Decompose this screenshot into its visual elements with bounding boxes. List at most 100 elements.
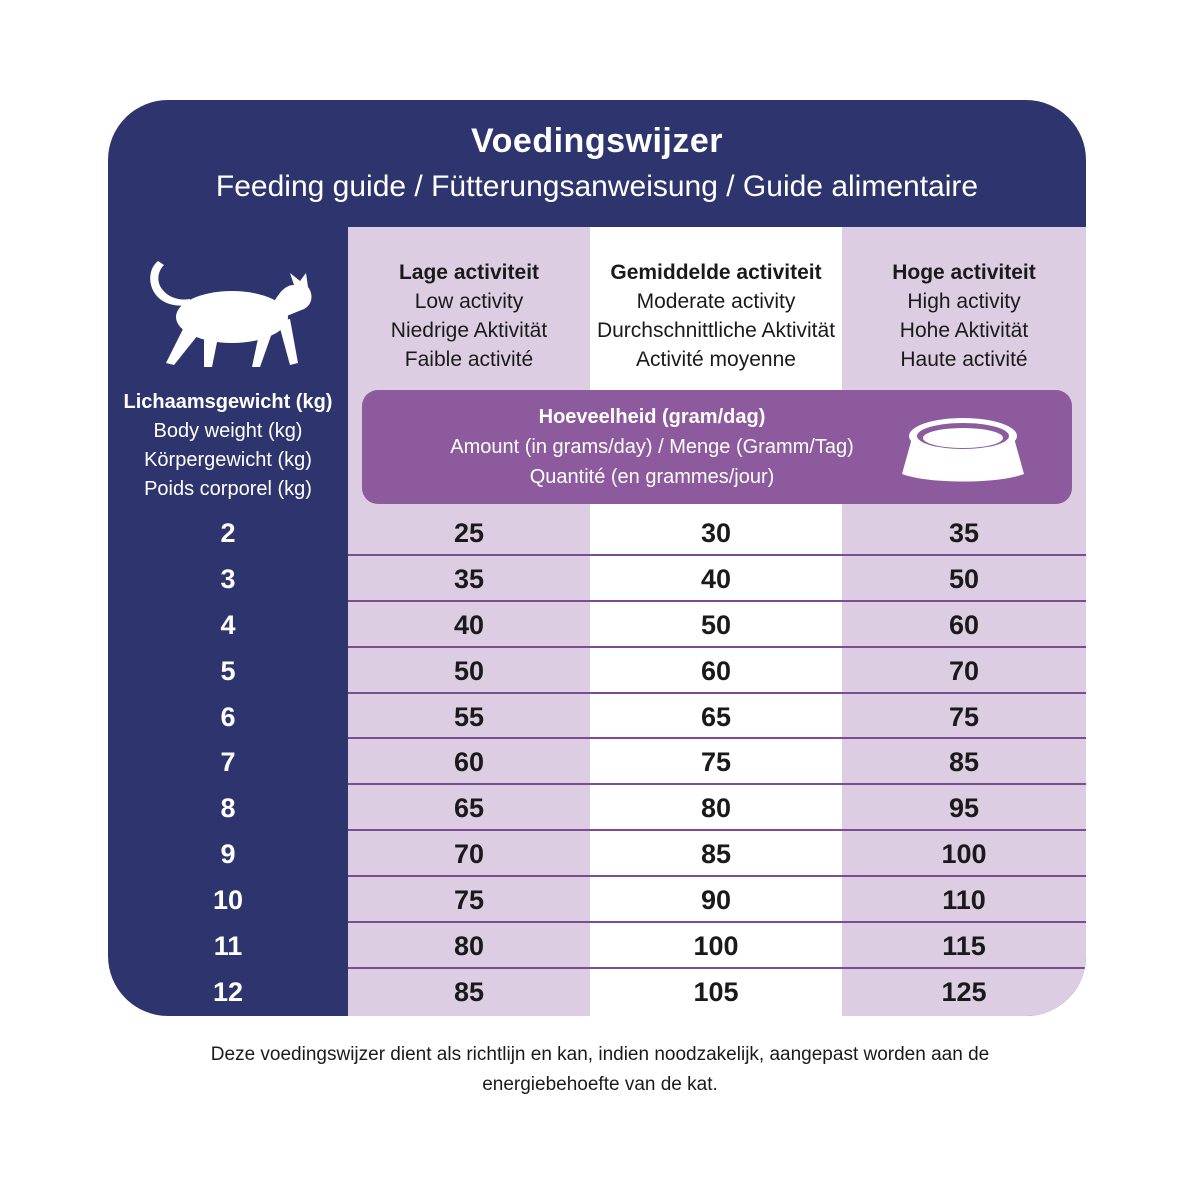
amount-banner: Hoeveelheid (gram/dag) Amount (in grams/…	[362, 390, 1072, 504]
row-separator	[348, 875, 1086, 878]
moderate-activity-cell: 65	[700, 701, 732, 732]
table-row: 2 25 30 35	[108, 510, 1086, 556]
weight-cell: 5	[220, 655, 236, 686]
amount-label-nl: Hoeveelheid (gram/dag)	[538, 406, 766, 428]
row-separator	[348, 921, 1086, 924]
moderate-activity-cell: 90	[700, 885, 732, 916]
footnote-line-1: Deze voedingswijzer dient als richtlijn …	[210, 1044, 990, 1065]
low-activity-cell: 25	[453, 518, 485, 548]
high-activity-cell: 75	[948, 701, 980, 732]
weight-cell: 10	[212, 885, 244, 916]
low-activity-cell: 40	[453, 609, 485, 640]
high-activity-cell: 70	[948, 655, 980, 686]
footnote: Deze voedingswijzer dient als richtlijn …	[100, 1040, 1100, 1100]
feeding-table: 2 25 30 35 3 35 40 50 4 40 50 60 5 50 60 70 6 55 65 75 7 60 75…	[108, 510, 1086, 1015]
row-separator	[348, 829, 1086, 832]
high-activity-en: High activity	[907, 290, 1021, 313]
moderate-activity-cell: 40	[700, 563, 732, 594]
low-activity-de: Niedrige Aktivität	[390, 319, 548, 342]
amount-label: Hoeveelheid (gram/dag) Amount (in grams/…	[362, 402, 942, 492]
low-activity-cell: 70	[453, 839, 485, 870]
moderate-activity-column	[590, 227, 842, 1016]
feeding-guide-card: Voedingswijzer Feeding guide / Fütterung…	[108, 100, 1086, 1016]
moderate-activity-cell: 105	[693, 976, 739, 1007]
high-activity-column	[842, 227, 1086, 1016]
low-activity-cell: 55	[453, 701, 485, 732]
high-activity-fr: Haute activité	[900, 348, 1028, 371]
low-activity-cell: 80	[453, 931, 485, 962]
cat-icon	[150, 261, 312, 367]
moderate-activity-en: Moderate activity	[636, 290, 796, 313]
high-activity-cell: 110	[942, 885, 986, 916]
low-activity-cell: 85	[453, 976, 485, 1007]
row-separator	[348, 783, 1086, 786]
row-separator	[348, 645, 1086, 648]
high-activity-cell: 125	[941, 976, 987, 1007]
weight-cell: 7	[220, 747, 236, 778]
weight-cell: 12	[212, 976, 244, 1007]
moderate-activity-header: Gemiddelde activiteit Moderate activity …	[590, 258, 842, 374]
page-title: Voedingswijzer	[471, 122, 723, 160]
weight-cell: 4	[220, 609, 236, 640]
table-row: 10 75 90 110	[108, 877, 1086, 924]
table-row: 3 35 40 50	[108, 556, 1086, 602]
high-activity-cell: 85	[948, 747, 980, 778]
low-activity-header: Lage activiteit Low activity Niedrige Ak…	[348, 258, 590, 374]
weight-label-fr: Poids corporel (kg)	[144, 478, 312, 500]
body-weight-header: Lichaamsgewicht (kg) Body weight (kg) Kö…	[108, 388, 348, 504]
table-row: 12 85 105 125	[108, 969, 1086, 1015]
low-activity-en: Low activity	[414, 290, 524, 313]
moderate-activity-cell: 50	[700, 609, 732, 640]
high-activity-de: Hohe Aktivität	[899, 319, 1029, 342]
moderate-activity-cell: 75	[700, 747, 732, 778]
low-activity-cell: 35	[453, 563, 485, 594]
table-row: 6 55 65 75	[108, 694, 1086, 740]
high-activity-cell: 100	[941, 839, 987, 870]
moderate-activity-fr: Activité moyenne	[636, 348, 796, 371]
weight-cell: 2	[220, 518, 236, 548]
food-bowl-icon	[902, 418, 1024, 482]
low-activity-cell: 60	[453, 747, 485, 778]
moderate-activity-cell: 60	[700, 655, 732, 686]
table-row: 4 40 50 60	[108, 602, 1086, 648]
table-row: 8 65 80 95	[108, 785, 1086, 832]
high-activity-header: Hoge activiteit High activity Hohe Aktiv…	[842, 258, 1086, 374]
moderate-activity-cell: 100	[693, 931, 739, 962]
weight-cell: 8	[220, 793, 236, 824]
moderate-activity-de: Durchschnittliche Aktivität	[596, 319, 836, 342]
moderate-activity-nl: Gemiddelde activiteit	[610, 261, 822, 284]
row-separator	[348, 737, 1086, 740]
page-subtitle: Feeding guide / Fütterungsanweisung / Gu…	[215, 170, 979, 203]
high-activity-cell: 115	[942, 931, 986, 962]
high-activity-cell: 60	[948, 609, 980, 640]
moderate-activity-cell: 30	[700, 518, 732, 548]
weight-cell: 9	[220, 839, 236, 870]
table-row: 9 70 85 100	[108, 831, 1086, 878]
weight-label-en: Body weight (kg)	[153, 420, 303, 442]
table-row: 11 80 100 115	[108, 923, 1086, 969]
row-separator	[348, 599, 1086, 602]
weight-label-nl: Lichaamsgewicht (kg)	[123, 391, 333, 413]
low-activity-column	[348, 227, 590, 1016]
weight-label-de: Körpergewicht (kg)	[144, 449, 312, 471]
amount-label-fr: Quantité (en grammes/jour)	[529, 466, 775, 488]
low-activity-fr: Faible activité	[404, 348, 534, 371]
row-separator	[348, 691, 1086, 694]
weight-cell: 6	[220, 701, 236, 732]
row-separator	[348, 966, 1086, 969]
low-activity-cell: 65	[453, 793, 485, 824]
weight-cell: 11	[213, 931, 243, 962]
high-activity-nl: Hoge activiteit	[892, 261, 1036, 284]
moderate-activity-cell: 80	[700, 793, 732, 824]
high-activity-cell: 35	[948, 518, 980, 548]
low-activity-cell: 50	[453, 655, 485, 686]
table-row: 5 50 60 70	[108, 648, 1086, 694]
row-separator	[348, 553, 1086, 556]
low-activity-nl: Lage activiteit	[398, 261, 540, 284]
moderate-activity-cell: 85	[700, 839, 732, 870]
weight-cell: 3	[220, 563, 236, 594]
high-activity-cell: 50	[948, 563, 980, 594]
table-row: 7 60 75 85	[108, 739, 1086, 786]
high-activity-cell: 95	[948, 793, 980, 824]
footnote-line-2: energiebehoefte van de kat.	[482, 1074, 718, 1095]
